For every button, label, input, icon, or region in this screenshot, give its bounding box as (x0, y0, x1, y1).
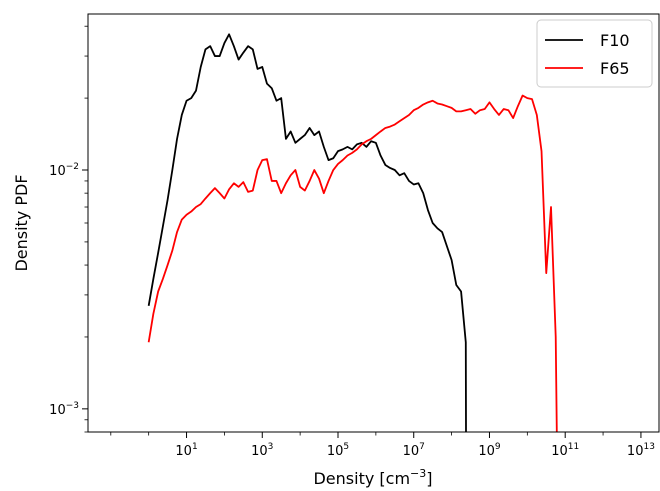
series-line-f10 (147, 33, 467, 432)
legend-box (536, 19, 653, 88)
x-tick-label: 1011 (551, 442, 579, 459)
x-tick-label: 101 (175, 442, 197, 459)
y-tick-label: 10−2 (49, 162, 79, 179)
x-tick-label: 105 (327, 442, 349, 459)
x-axis-ticks: 101 103 105 107 109 1011 1013 (110, 432, 655, 459)
y-axis-title: Density PDF (12, 174, 31, 271)
x-tick-label: 1013 (627, 442, 655, 459)
legend-label-f65: F65 (600, 59, 630, 78)
x-axis-title: Density [cm−3] (313, 467, 432, 488)
y-axis-ticks: 10−2 10−3 (49, 25, 88, 433)
series-layer (147, 33, 558, 432)
y-tick-label: 10−3 (49, 401, 79, 418)
x-tick-label: 107 (403, 442, 425, 459)
x-tick-label: 103 (251, 442, 273, 459)
legend-label-f10: F10 (600, 31, 630, 50)
x-tick-label: 109 (478, 442, 501, 459)
series-line-f65 (147, 94, 558, 432)
